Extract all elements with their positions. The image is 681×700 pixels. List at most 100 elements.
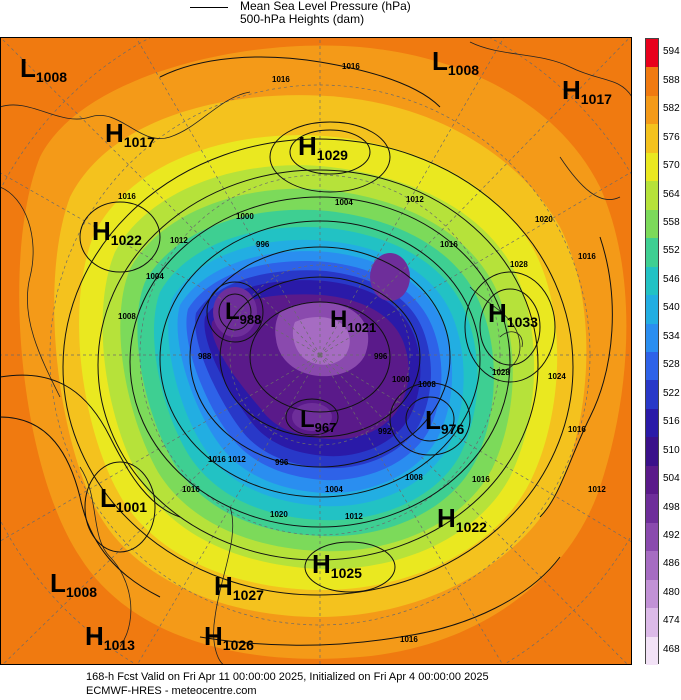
colorbar-label: 588 — [663, 74, 680, 86]
colorbar-segment — [646, 209, 658, 239]
isobar-label: 1016 — [118, 192, 136, 201]
center-h-1033: H1033 — [488, 298, 538, 330]
colorbar-label: 504 — [663, 473, 680, 485]
colorbar-label: 594 — [663, 46, 680, 58]
colorbar-segment — [646, 295, 658, 325]
colorbar-segment — [646, 67, 658, 97]
colorbar-label: 582 — [663, 103, 680, 115]
center-h-1029-n: H1029 — [298, 131, 348, 163]
isobar-label: 1028 — [492, 368, 510, 377]
legend: Mean Sea Level Pressure (hPa) 500-hPa He… — [190, 0, 490, 30]
isobar-label: 988 — [198, 352, 212, 361]
center-h-1017-ne: H1017 — [562, 75, 612, 107]
legend-heights-label: 500-hPa Heights (dam) — [240, 12, 365, 26]
colorbar-segment — [646, 579, 658, 609]
isobar-label: 1000 — [392, 375, 410, 384]
isobar-labels: 1016 1016 1016 1028 1016 1000 1004 1012 … — [118, 62, 606, 644]
colorbar-label: 522 — [663, 387, 680, 399]
isobars — [0, 56, 613, 646]
center-h-1017-w: H1017 — [105, 118, 155, 150]
isobar-label: 1016 — [472, 475, 490, 484]
forecast-validity-text: 168-h Fcst Valid on Fri Apr 11 00:00:00 … — [86, 671, 489, 683]
colorbar-segment — [646, 465, 658, 495]
colorbar-label: 510 — [663, 444, 680, 456]
isobar-label: 1024 — [548, 372, 566, 381]
isobar-label: 1012 — [170, 236, 188, 245]
center-l-988: L988 — [225, 298, 261, 327]
center-l-1008-ne: L1008 — [432, 46, 479, 78]
weather-map: L1008 H1017 H1029 L1008 H1017 H1022 L988… — [0, 37, 632, 665]
map-frame — [0, 37, 632, 665]
colorbar-label: 546 — [663, 273, 680, 285]
colorbar-label: 570 — [663, 160, 680, 172]
colorbar-label: 558 — [663, 216, 680, 228]
center-h-1027-s: H1027 — [214, 571, 264, 603]
isobar-label: 1004 — [335, 198, 353, 207]
colorbar-label: 468 — [663, 643, 680, 655]
isobar-label: 1008 — [118, 312, 136, 321]
pressure-centers: L1008 H1017 H1029 L1008 H1017 H1022 L988… — [20, 46, 612, 653]
center-h-1021-pole: H1021 — [330, 306, 376, 335]
isobar-label: 1016 — [342, 62, 360, 71]
isobar-label: 1016 — [182, 485, 200, 494]
colorbar-segment — [646, 124, 658, 154]
isobar-label: 992 — [378, 427, 392, 436]
colorbar-label: 486 — [663, 558, 680, 570]
center-h-1022-w: H1022 — [92, 216, 142, 248]
colorbar-segment — [646, 181, 658, 211]
isobar-label: 996 — [256, 240, 270, 249]
isobar-label: 1016 — [400, 635, 418, 644]
colorbar — [645, 38, 659, 666]
colorbar-label: 516 — [663, 416, 680, 428]
colorbar-label: 576 — [663, 131, 680, 143]
isobar-label: 996 — [374, 352, 388, 361]
isobar-label: 1016 — [208, 455, 226, 464]
colorbar-label: 498 — [663, 501, 680, 513]
isobar-label: 1020 — [270, 510, 288, 519]
colorbar-label: 528 — [663, 359, 680, 371]
isobar-label: 1012 — [406, 195, 424, 204]
center-l-1008-sw: L1008 — [50, 568, 97, 600]
colorbar-segment — [646, 39, 658, 68]
colorbar-segment — [646, 238, 658, 268]
coastlines — [0, 41, 632, 665]
low-lobe-east — [370, 253, 410, 301]
colorbar-segment — [646, 636, 658, 666]
isobar-label: 1028 — [510, 260, 528, 269]
colorbar-segment — [646, 437, 658, 467]
colorbar-segment — [646, 522, 658, 552]
center-h-1026-s: H1026 — [204, 621, 254, 653]
center-l-967: L967 — [300, 406, 336, 435]
colorbar-segment — [646, 408, 658, 438]
center-h-1022-se: H1022 — [437, 503, 487, 535]
isobar-label: 996 — [275, 458, 289, 467]
colorbar-label: 534 — [663, 330, 680, 342]
isobar-label: 1004 — [325, 485, 343, 494]
colorbar-label: 540 — [663, 302, 680, 314]
model-source-text: ECMWF-HRES - meteocentre.com — [86, 685, 257, 697]
isobar-label: 1012 — [588, 485, 606, 494]
colorbar-segment — [646, 608, 658, 638]
colorbar-segment — [646, 323, 658, 353]
colorbar-label: 564 — [663, 188, 680, 200]
colorbar-label: 474 — [663, 615, 680, 627]
colorbar-segment — [646, 380, 658, 410]
center-l-1001: L1001 — [100, 483, 147, 515]
colorbar-segment — [646, 352, 658, 381]
isobar-legend-line — [190, 7, 228, 8]
colorbar-segment — [646, 95, 658, 125]
isobar-label: 1016 — [568, 425, 586, 434]
isobar-label: 1008 — [405, 473, 423, 482]
center-h-1013-sw: H1013 — [85, 621, 135, 653]
isobar-label: 1016 — [578, 252, 596, 261]
isobar-label: 1012 — [345, 512, 363, 521]
colorbar-segment — [646, 152, 658, 182]
isobar-label: 1008 — [418, 380, 436, 389]
center-l-976: L976 — [425, 405, 464, 437]
height-486-field — [292, 316, 350, 365]
colorbar-segment — [646, 551, 658, 581]
colorbar-segment — [646, 494, 658, 524]
center-l-1008-nw: L1008 — [20, 53, 67, 85]
colorbar-segment — [646, 266, 658, 296]
isobar-label: 1012 — [228, 455, 246, 464]
